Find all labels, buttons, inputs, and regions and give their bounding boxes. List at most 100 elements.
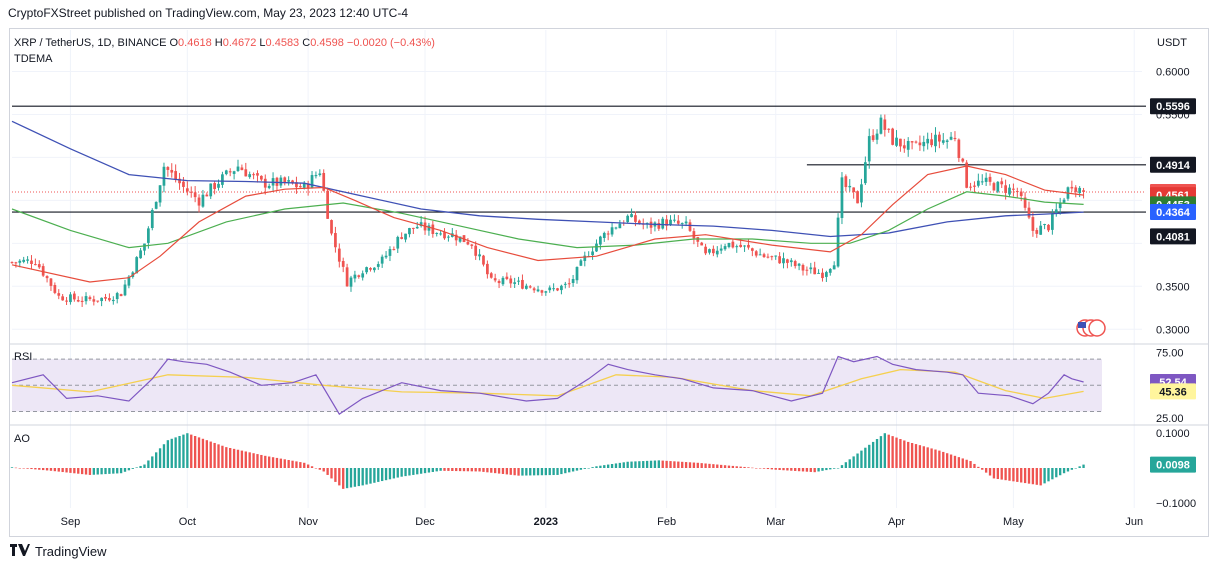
ao-bar <box>946 453 949 468</box>
ao-bar <box>112 468 115 474</box>
candle-body <box>910 141 914 143</box>
ao-bar <box>303 462 306 468</box>
axis-label-bg <box>1150 228 1196 245</box>
rsi-band <box>12 359 1102 412</box>
candle-up <box>626 214 630 224</box>
ao-bar <box>353 468 357 487</box>
ao-bar <box>455 468 458 472</box>
ao-bar <box>314 468 318 469</box>
ao-bar <box>431 468 434 472</box>
ao-bar <box>513 468 516 476</box>
ao-bar <box>310 466 314 468</box>
candle-up <box>279 175 283 188</box>
candle-down <box>72 291 76 302</box>
candle-body <box>298 186 302 188</box>
ao-bar <box>751 467 754 469</box>
candle-up <box>135 256 139 274</box>
ao-bar <box>938 450 941 468</box>
x-month-label: Apr <box>888 516 905 528</box>
ao-bar <box>271 457 275 468</box>
candle-down <box>938 131 941 149</box>
candle-body <box>283 177 287 183</box>
ao-bar <box>665 460 668 468</box>
candle-down <box>1070 180 1074 192</box>
ema-red-line <box>11 165 1084 283</box>
candle-up <box>684 216 688 227</box>
candle-body <box>30 260 33 264</box>
x-month-label: Sep <box>61 516 81 528</box>
ao-bar <box>73 468 76 474</box>
candle-up <box>271 172 275 191</box>
candle-up <box>575 266 579 284</box>
candle-body <box>501 277 505 285</box>
candle-body <box>969 186 972 188</box>
ao-bar <box>244 451 247 468</box>
candle-down <box>712 245 715 257</box>
candle-down <box>166 166 170 177</box>
candle-down <box>778 252 781 264</box>
ao-label: AO <box>14 433 30 445</box>
candle-up <box>388 246 392 262</box>
candle-up <box>860 178 863 208</box>
candle-body <box>766 256 770 258</box>
candle-body <box>606 233 610 235</box>
ao-bar <box>790 468 793 471</box>
ao-bar <box>427 468 431 473</box>
gridlines <box>12 30 1142 508</box>
candle-body <box>782 258 785 264</box>
candle-up <box>583 251 587 267</box>
candle-body <box>427 225 431 231</box>
ao-bar <box>186 433 189 468</box>
candle-body <box>37 264 41 268</box>
ao-bar <box>669 461 672 468</box>
ao-bar <box>529 468 532 476</box>
ao-bar <box>805 468 809 472</box>
candle-body <box>302 182 306 188</box>
candle-down <box>910 140 914 150</box>
candle-body <box>26 259 29 261</box>
candle-down <box>969 182 972 191</box>
candle-body <box>1039 225 1043 235</box>
ao-bar <box>357 468 360 487</box>
ao-bar <box>809 468 812 472</box>
ao-bar <box>540 468 544 476</box>
chart-canvas[interactable]: XRP / TetherUS, 1D, BINANCE O0.4618 H0.4… <box>0 0 1218 540</box>
candle-down <box>532 286 536 293</box>
ao-bar <box>201 438 205 468</box>
x-month-label: Dec <box>415 516 435 528</box>
candle-down <box>521 274 524 290</box>
y-tick-label: 0.6000 <box>1156 66 1190 78</box>
candle-down <box>486 260 489 279</box>
candle-body <box>1054 209 1058 214</box>
candle-body <box>602 232 606 239</box>
candle-body <box>914 141 918 143</box>
candle-body <box>599 236 602 245</box>
candle-body <box>973 185 976 187</box>
ao-bar <box>474 468 477 472</box>
axis-label-bg <box>1150 456 1196 473</box>
candle-body <box>489 273 493 278</box>
ao-bar <box>517 468 520 476</box>
candle-up <box>789 258 793 267</box>
candle-down <box>466 238 470 246</box>
candle-body <box>867 136 871 162</box>
candle-up <box>1043 223 1046 230</box>
candle-down <box>700 241 704 246</box>
axis-label-text: 0.4364 <box>1156 207 1191 219</box>
candle-down <box>953 131 957 142</box>
candle-body <box>170 169 174 173</box>
footer-brand[interactable]: TradingView <box>10 544 107 559</box>
ao-bar <box>786 468 789 471</box>
ao-bar <box>536 468 540 476</box>
candle-down <box>57 289 61 300</box>
axis-label-text: 0.0098 <box>1156 460 1190 472</box>
candle-body <box>860 184 863 203</box>
candle-body <box>154 201 158 209</box>
ao-bar <box>494 468 497 474</box>
ao-bar <box>587 468 590 469</box>
ao-bar <box>988 468 992 476</box>
candle-down <box>10 261 14 264</box>
candle-down <box>482 254 485 267</box>
ao-bar <box>458 468 462 472</box>
candle-up <box>365 266 368 275</box>
